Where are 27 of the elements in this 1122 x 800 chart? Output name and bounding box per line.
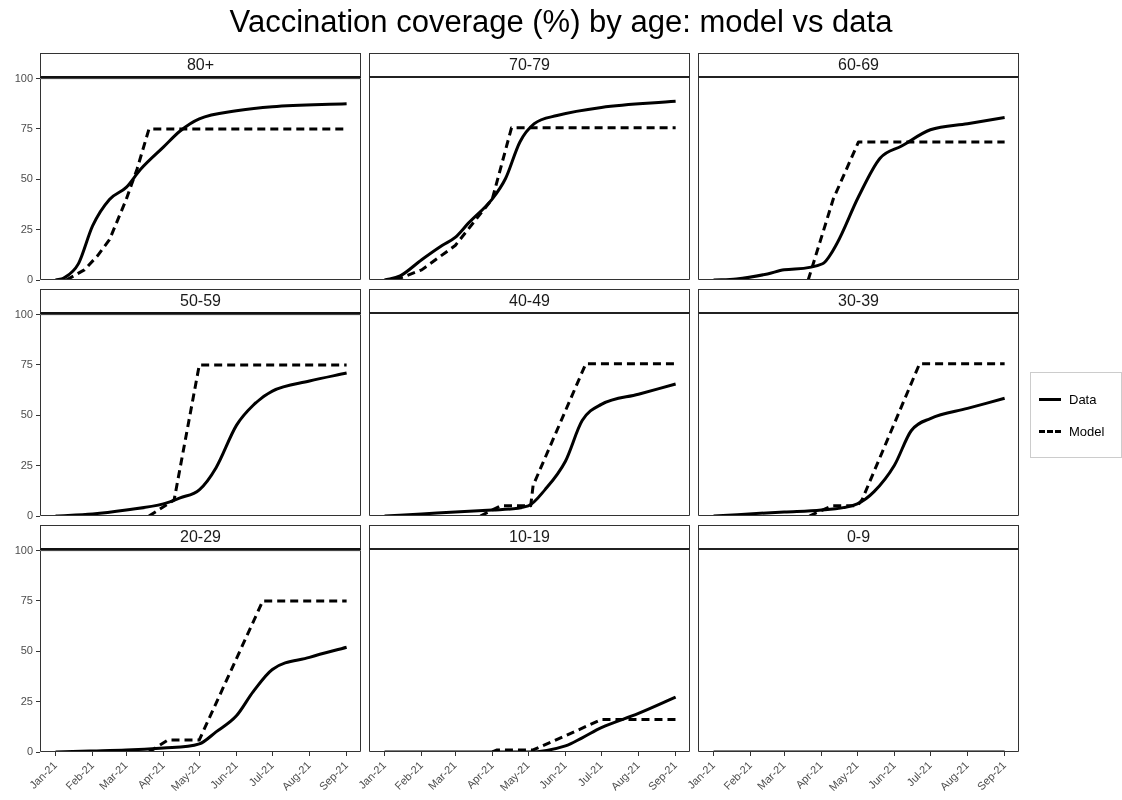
y-tick-label: 50 bbox=[20, 172, 33, 185]
chart-title: 30-39 bbox=[698, 289, 1019, 314]
chart-title: 50-59 bbox=[40, 289, 361, 314]
y-tick-label: 0 bbox=[26, 509, 33, 522]
y-tick-label: 25 bbox=[20, 458, 33, 471]
y-tick-label: 75 bbox=[20, 121, 33, 134]
y-tick-label: 100 bbox=[14, 543, 33, 556]
legend-label: Data bbox=[1069, 391, 1097, 407]
legend-label: Model bbox=[1069, 423, 1105, 439]
y-tick-label: 75 bbox=[20, 357, 33, 370]
y-tick-label: 25 bbox=[20, 694, 33, 707]
y-tick-label: 0 bbox=[26, 273, 33, 286]
chart-title: 70-79 bbox=[369, 53, 690, 78]
y-tick-label: 100 bbox=[14, 307, 33, 320]
text: Vaccination coverage (%) by age: model vs data bbox=[228, 4, 894, 40]
y-tick-label: 50 bbox=[20, 408, 33, 421]
chart-title: 20-29 bbox=[40, 525, 361, 550]
chart-title: 60-69 bbox=[698, 53, 1019, 78]
chart-title: 80+ bbox=[40, 53, 361, 78]
y-tick-label: 100 bbox=[14, 71, 33, 84]
y-tick-label: 0 bbox=[26, 745, 33, 758]
y-tick-label: 50 bbox=[20, 644, 33, 657]
y-tick-label: 75 bbox=[20, 593, 33, 606]
chart-title: 40-49 bbox=[369, 289, 690, 314]
chart-title: 10-19 bbox=[369, 525, 690, 550]
chart-title: 0-9 bbox=[698, 525, 1019, 550]
y-tick-label: 25 bbox=[20, 222, 33, 235]
